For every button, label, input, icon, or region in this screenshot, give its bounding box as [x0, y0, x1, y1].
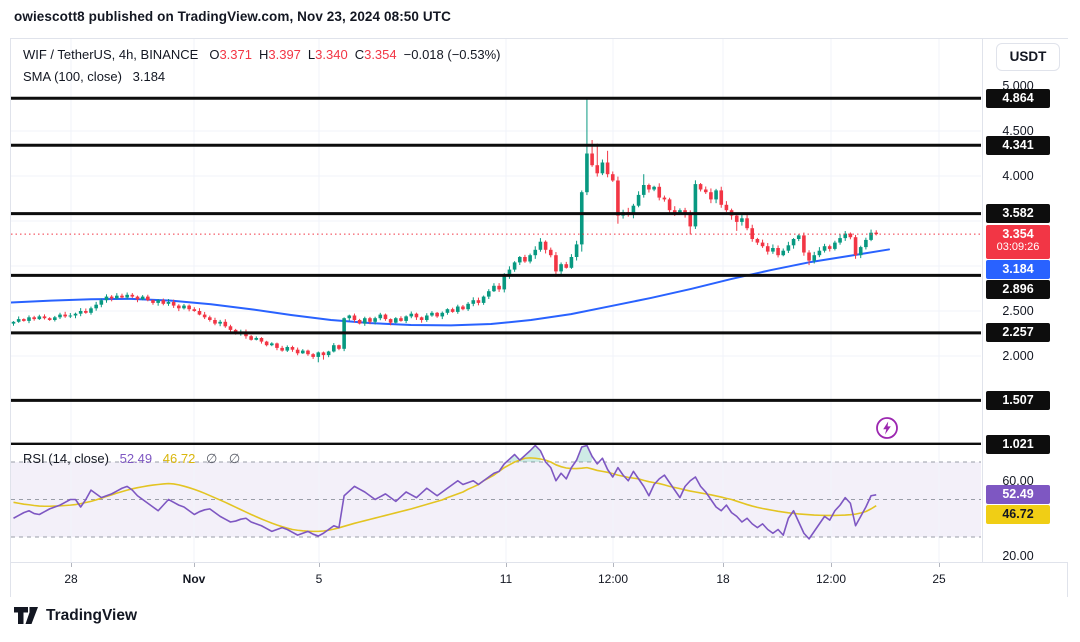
- sma-value-badge: 3.184: [986, 259, 1050, 279]
- currency-toggle-button[interactable]: USDT: [996, 43, 1060, 71]
- level-badge-1.021: 1.021: [986, 434, 1050, 454]
- time-tick-mark: [506, 563, 507, 567]
- time-label-5: 5: [315, 572, 323, 586]
- rsi-empty-markers: ∅ ∅: [205, 451, 245, 466]
- sma-legend-row: SMA (100, close) 3.184: [23, 66, 501, 88]
- price-tick-2.000: 2.000: [1002, 349, 1034, 363]
- rsi-value-badge: 52.49: [986, 485, 1050, 505]
- rsi-pane[interactable]: [11, 445, 981, 562]
- level-badge-1.507: 1.507: [986, 390, 1050, 410]
- time-label-12:00: 12:00: [597, 572, 629, 586]
- lightning-icon: [876, 417, 898, 439]
- level-badge-3.582: 3.582: [986, 204, 1050, 224]
- ohlc-values: O3.371 H3.397 L3.340 C3.354 −0.018 (−0.53%): [202, 47, 500, 62]
- time-tick-mark: [723, 563, 724, 567]
- rsi-legend: RSI (14, close) 52.49 46.72 ∅ ∅: [23, 450, 244, 468]
- change-value: −0.018 (−0.53%): [403, 47, 501, 62]
- rsi-tick-20.00: 20.00: [1002, 548, 1034, 563]
- ohlc-key: H: [258, 47, 269, 62]
- last-price-value: 3.354: [1002, 226, 1034, 241]
- time-label-12:00: 12:00: [815, 572, 847, 586]
- sma-value: 3.184: [132, 69, 166, 84]
- rsi-ma-value: 46.72: [162, 451, 196, 466]
- level-badge-2.257: 2.257: [986, 323, 1050, 343]
- symbol-title[interactable]: WIF / TetherUS, 4h, BINANCE: [23, 47, 199, 62]
- time-tick-mark: [613, 563, 614, 567]
- time-label-25: 25: [932, 572, 946, 586]
- price-tick-4.000: 4.000: [1002, 169, 1034, 183]
- footer: TradingView: [13, 606, 137, 625]
- last-price-badge: 3.354 03:09:26: [986, 224, 1050, 259]
- price-tick-4.500: 4.500: [1002, 124, 1034, 138]
- ohlc-key: O: [209, 47, 220, 62]
- price-axis[interactable]: USDT 5.000 4.500 4.000 2.500 2.000 4.864 4.341…: [982, 39, 1069, 563]
- time-axis[interactable]: 28 Nov 5 11 12:00 18 12:00 25: [11, 562, 1067, 597]
- price-chart-pane[interactable]: [11, 39, 981, 445]
- ohlc-key: C: [354, 47, 365, 62]
- level-badge-4.864: 4.864: [986, 88, 1050, 108]
- ohlc-value: 3.354: [364, 47, 397, 62]
- ohlc-key: L: [307, 47, 316, 62]
- price-tick-2.500: 2.500: [1002, 304, 1034, 318]
- ohlc-value: 3.340: [315, 47, 348, 62]
- rsi-label[interactable]: RSI (14, close): [23, 451, 109, 466]
- tradingview-wordmark[interactable]: TradingView: [46, 606, 138, 624]
- rsi-value: 52.49: [119, 451, 153, 466]
- chart-frame: WIF / TetherUS, 4h, BINANCE O3.371 H3.397 L…: [10, 38, 1069, 597]
- rsi-ma-value-badge: 46.72: [986, 505, 1050, 525]
- time-label-11: 11: [499, 572, 513, 586]
- tradingview-logo-icon[interactable]: [13, 606, 39, 625]
- level-badge-2.896: 2.896: [986, 279, 1050, 299]
- flash-idea-button[interactable]: [875, 416, 899, 440]
- time-tick-mark: [194, 563, 195, 567]
- time-label-Nov: Nov: [182, 572, 206, 586]
- time-label-18: 18: [716, 572, 730, 586]
- time-tick-mark: [939, 563, 940, 567]
- sma-label[interactable]: SMA (100, close): [23, 69, 122, 84]
- time-tick-mark: [319, 563, 320, 567]
- chart-legend: WIF / TetherUS, 4h, BINANCE O3.371 H3.397 L…: [23, 44, 501, 88]
- bar-countdown: 03:09:26: [996, 240, 1040, 253]
- time-tick-mark: [71, 563, 72, 567]
- symbol-legend-row: WIF / TetherUS, 4h, BINANCE O3.371 H3.397 L…: [23, 44, 501, 66]
- level-badge-4.341: 4.341: [986, 135, 1050, 155]
- ohlc-value: 3.397: [268, 47, 301, 62]
- ohlc-value: 3.371: [219, 47, 252, 62]
- time-tick-mark: [831, 563, 832, 567]
- attribution-text: owiescott8 published on TradingView.com,…: [14, 9, 451, 24]
- time-label-28: 28: [64, 572, 78, 586]
- rsi-tick-60.00: 60.00: [1002, 473, 1034, 488]
